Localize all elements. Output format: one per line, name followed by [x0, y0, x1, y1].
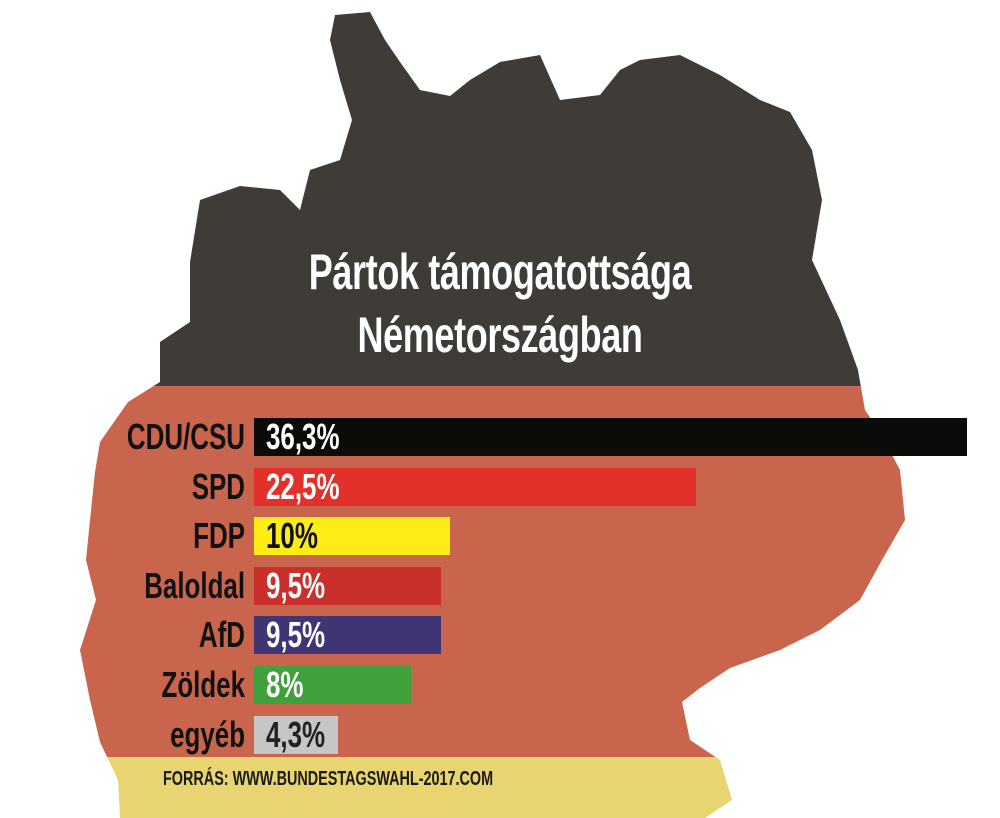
map-band-bottom [80, 757, 905, 818]
bar-0 [254, 418, 967, 456]
bar-2 [254, 517, 450, 555]
category-label: FDP [193, 515, 245, 556]
value-label: 4,3% [266, 714, 326, 755]
category-label: Baloldal [144, 565, 245, 606]
bar-3 [254, 567, 441, 605]
value-label: 10% [266, 515, 318, 556]
bar-6 [254, 716, 338, 754]
category-label: CDU/CSU [126, 416, 245, 457]
category-label: egyéb [170, 714, 245, 755]
category-label: Zöldek [161, 664, 245, 705]
bar-5 [254, 666, 411, 704]
value-label: 9,5% [266, 565, 326, 606]
bar-4 [254, 616, 441, 654]
value-label: 8% [266, 664, 304, 705]
category-label: AfD [198, 614, 245, 655]
value-label: 22,5% [266, 466, 340, 507]
category-label: SPD [191, 466, 245, 507]
chart-title-line1: Pártok támogatottsága [308, 244, 692, 300]
value-label: 36,3% [266, 416, 340, 457]
source-note: FORRÁS: WWW.BUNDESTAGSWAHL-2017.COM [163, 768, 494, 790]
value-label: 9,5% [266, 614, 326, 655]
bar-1 [254, 468, 696, 506]
chart-title-line2: Németországban [357, 307, 643, 363]
